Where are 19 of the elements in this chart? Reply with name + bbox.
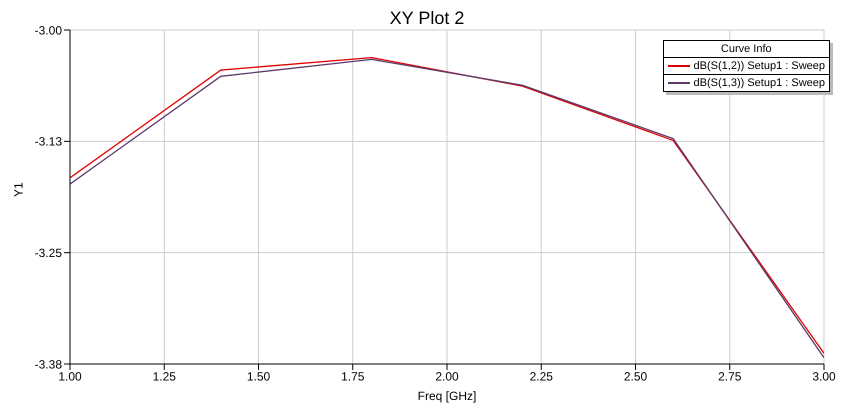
x-tick-label: 1.50 — [246, 370, 270, 384]
x-tick-label: 2.75 — [718, 370, 742, 384]
y-tick-label: -3.00 — [34, 23, 62, 38]
x-tick-label: 3.00 — [812, 370, 836, 384]
x-tick-label: 1.75 — [341, 370, 365, 384]
legend-title: Curve Info — [664, 41, 829, 58]
x-tick-label: 2.25 — [530, 370, 554, 384]
x-tick-label: 2.50 — [624, 370, 648, 384]
x-tick-label: 2.00 — [435, 370, 459, 384]
x-tick-label: 1.25 — [152, 370, 176, 384]
legend-label: dB(S(1,2)) Setup1 : Sweep — [694, 60, 825, 72]
x-tick-label: 1.00 — [58, 370, 82, 384]
y-tick-label: -3.13 — [34, 134, 62, 149]
y-tick-label: -3.38 — [34, 357, 62, 372]
y-axis-title: Y1 — [11, 182, 26, 197]
legend-label: dB(S(1,3)) Setup1 : Sweep — [694, 77, 825, 89]
chart-title: XY Plot 2 — [390, 8, 464, 28]
y-tick-label: -3.25 — [34, 246, 62, 260]
x-axis-title: Freq [GHz] — [418, 389, 476, 403]
